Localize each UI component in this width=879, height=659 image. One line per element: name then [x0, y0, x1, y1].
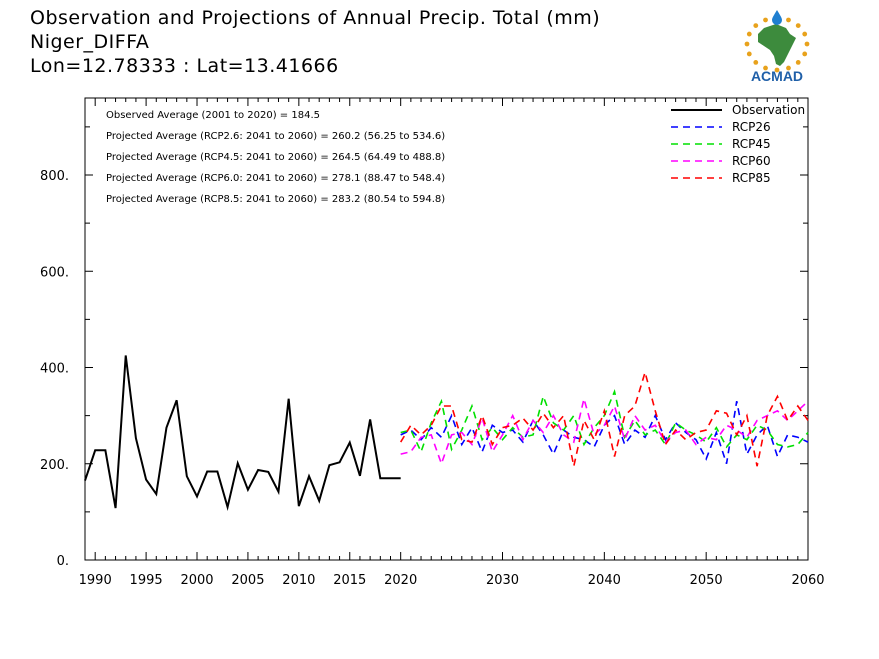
logo-ray-dot: [795, 23, 801, 29]
logo-ray-dot: [763, 17, 768, 23]
logo-ray-dot: [802, 51, 808, 57]
logo-ray-dot: [744, 41, 750, 47]
y-tick-label: 0.: [57, 554, 69, 569]
logo-ray-dot: [753, 59, 759, 65]
logo-rays: [744, 15, 810, 73]
series-lines: [84, 355, 809, 512]
y-tick-label: 800.: [40, 169, 69, 184]
series-line-rcp85: [399, 369, 809, 467]
stats-box: Observed Average (2001 to 2020) = 184.5 P…: [106, 110, 445, 205]
logo-ray-dot: [753, 23, 759, 29]
y-tick-labels: 0. 200. 400. 600. 800.: [40, 169, 69, 569]
logo-ray-dot: [774, 67, 780, 73]
x-tick-label: 2050: [690, 573, 723, 588]
x-tick-label: 2020: [384, 573, 417, 588]
series-line-rcp26: [400, 401, 809, 464]
africa-shape-icon: [758, 24, 796, 66]
plot-frame: [84, 97, 809, 561]
x-tick-label: 1990: [79, 573, 112, 588]
logo-ray-dot: [795, 59, 801, 65]
stat-line: Projected Average (RCP2.6: 2041 to 2060)…: [106, 131, 445, 142]
x-tick-label: 2030: [486, 573, 519, 588]
water-drop-icon: [772, 10, 782, 25]
legend: Observation RCP26 RCP45 RCP60 RCP85: [671, 103, 805, 185]
y-tick-label: 200.: [40, 458, 69, 473]
series-line-rcp45: [400, 388, 809, 454]
y-tick-label: 400.: [40, 362, 69, 377]
logo-ray-dot: [804, 41, 810, 47]
x-tick-label: 2060: [791, 573, 824, 588]
logo-ray-dot: [786, 17, 791, 23]
x-tick-label: 2040: [588, 573, 621, 588]
location-name: Niger_DIFFA: [30, 31, 150, 53]
legend-label: RCP45: [732, 137, 771, 151]
legend-label: RCP26: [732, 120, 771, 134]
logo-ray-dot: [763, 65, 768, 71]
stat-line: Projected Average (RCP6.0: 2041 to 2060)…: [106, 173, 445, 184]
legend-label: RCP60: [732, 154, 771, 168]
logo-ray-dot: [786, 65, 791, 71]
stat-line: Projected Average (RCP8.5: 2041 to 2060)…: [106, 194, 445, 205]
tick-marks: [84, 98, 809, 561]
x-tick-label: 2010: [282, 573, 315, 588]
stat-line: Projected Average (RCP4.5: 2041 to 2060)…: [106, 152, 445, 163]
logo-ray-dot: [746, 31, 752, 37]
logo-ray-dot: [746, 51, 752, 57]
x-tick-labels: 1990 1995 2000 2005 2010 2015 2020 2030 2040 2050…: [79, 573, 825, 588]
coordinates-label: Lon=12.78333 : Lat=13.41666: [30, 55, 339, 77]
acmad-logo: ACMAD: [744, 10, 810, 84]
x-tick-label: 2000: [180, 573, 213, 588]
x-tick-label: 2015: [333, 573, 366, 588]
legend-label: RCP85: [732, 171, 771, 185]
y-tick-label: 600.: [40, 265, 69, 280]
x-tick-label: 1995: [130, 573, 163, 588]
logo-ray-dot: [802, 31, 808, 37]
x-tick-label: 2005: [231, 573, 264, 588]
logo-text: ACMAD: [751, 68, 803, 84]
title-block: Observation and Projections of Annual Pr…: [30, 6, 600, 78]
legend-label: Observation: [732, 103, 805, 117]
series-line-observation: [84, 355, 401, 512]
chart-title: Observation and Projections of Annual Pr…: [30, 7, 601, 29]
stat-line: Observed Average (2001 to 2020) = 184.5: [106, 110, 320, 121]
